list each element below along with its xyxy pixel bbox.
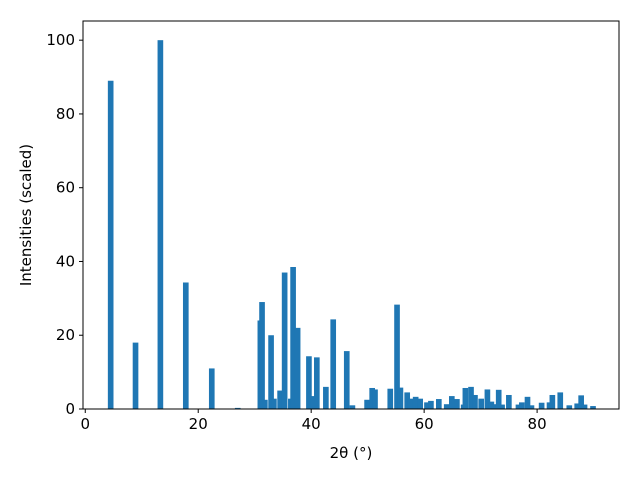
bar (372, 389, 378, 409)
bar (349, 405, 356, 409)
bar (578, 395, 584, 409)
x-tick-label: 20 (189, 415, 208, 433)
bar (581, 404, 588, 409)
bar (404, 392, 411, 409)
bar (107, 80, 114, 409)
bar (428, 400, 434, 409)
bar (323, 386, 329, 409)
bar (472, 394, 478, 409)
bar (468, 386, 474, 409)
bar (454, 399, 460, 409)
bar (499, 404, 505, 409)
bar (462, 387, 469, 409)
bar (574, 403, 581, 409)
bar (268, 335, 274, 409)
bar (524, 396, 531, 409)
bar (262, 399, 268, 409)
x-tick-label: 80 (528, 415, 547, 433)
bar (484, 389, 491, 409)
bar (417, 398, 424, 409)
bar (157, 40, 164, 409)
bar (208, 368, 215, 409)
y-tick-label: 60 (56, 179, 75, 197)
bar (277, 390, 283, 409)
bar (528, 405, 535, 409)
y-tick-label: 40 (56, 252, 75, 270)
bar (448, 396, 455, 409)
bar (478, 398, 485, 409)
x-axis-label: 2θ (°) (330, 444, 373, 462)
bar (281, 272, 288, 409)
plot-frame (82, 20, 620, 410)
bar (491, 404, 498, 409)
bar (234, 407, 241, 409)
bar (259, 302, 265, 409)
y-tick-label: 20 (56, 326, 75, 344)
bar (443, 404, 450, 409)
bar (519, 402, 525, 409)
bar (538, 402, 545, 409)
bar (132, 342, 139, 409)
x-tick-label: 0 (80, 415, 90, 433)
bar (557, 392, 564, 409)
bar (294, 327, 301, 409)
bar (495, 389, 502, 409)
x-tick-label: 60 (415, 415, 434, 433)
bar (182, 282, 189, 409)
bar (566, 405, 573, 409)
y-tick-label: 100 (46, 31, 75, 49)
bar (394, 304, 400, 409)
bar (271, 398, 277, 409)
y-tick-label: 80 (56, 105, 75, 123)
bar (436, 399, 442, 409)
bar (387, 388, 394, 409)
bar (549, 394, 556, 409)
bar (306, 356, 312, 409)
bar (590, 406, 596, 409)
bar (290, 267, 296, 409)
bar (314, 357, 320, 409)
bar (515, 404, 522, 409)
x-tick-label: 40 (302, 415, 321, 433)
y-axis-label: Intensities (scaled) (17, 144, 35, 286)
bar (412, 396, 419, 409)
bar (424, 402, 430, 409)
bar (407, 398, 414, 409)
bar (506, 394, 512, 409)
bar (364, 399, 370, 409)
bar (343, 351, 350, 409)
bar (330, 319, 337, 409)
bar (310, 396, 316, 409)
bar (397, 387, 404, 409)
y-tick-label: 0 (65, 400, 75, 418)
